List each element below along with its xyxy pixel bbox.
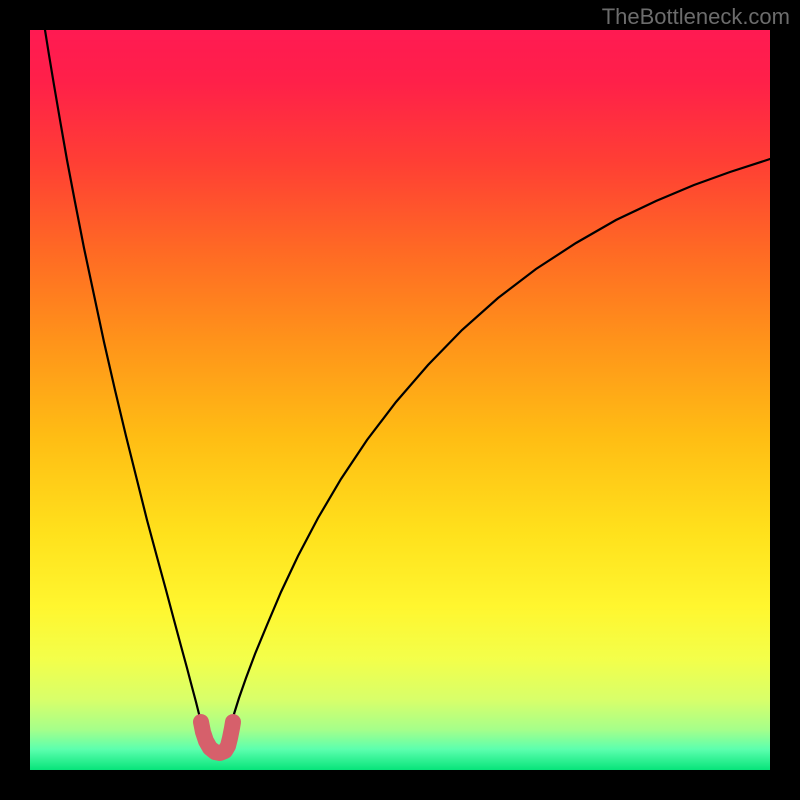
chart-svg bbox=[0, 0, 800, 800]
attribution-text: TheBottleneck.com bbox=[602, 4, 790, 30]
chart-panel bbox=[30, 30, 770, 770]
stage: TheBottleneck.com bbox=[0, 0, 800, 800]
